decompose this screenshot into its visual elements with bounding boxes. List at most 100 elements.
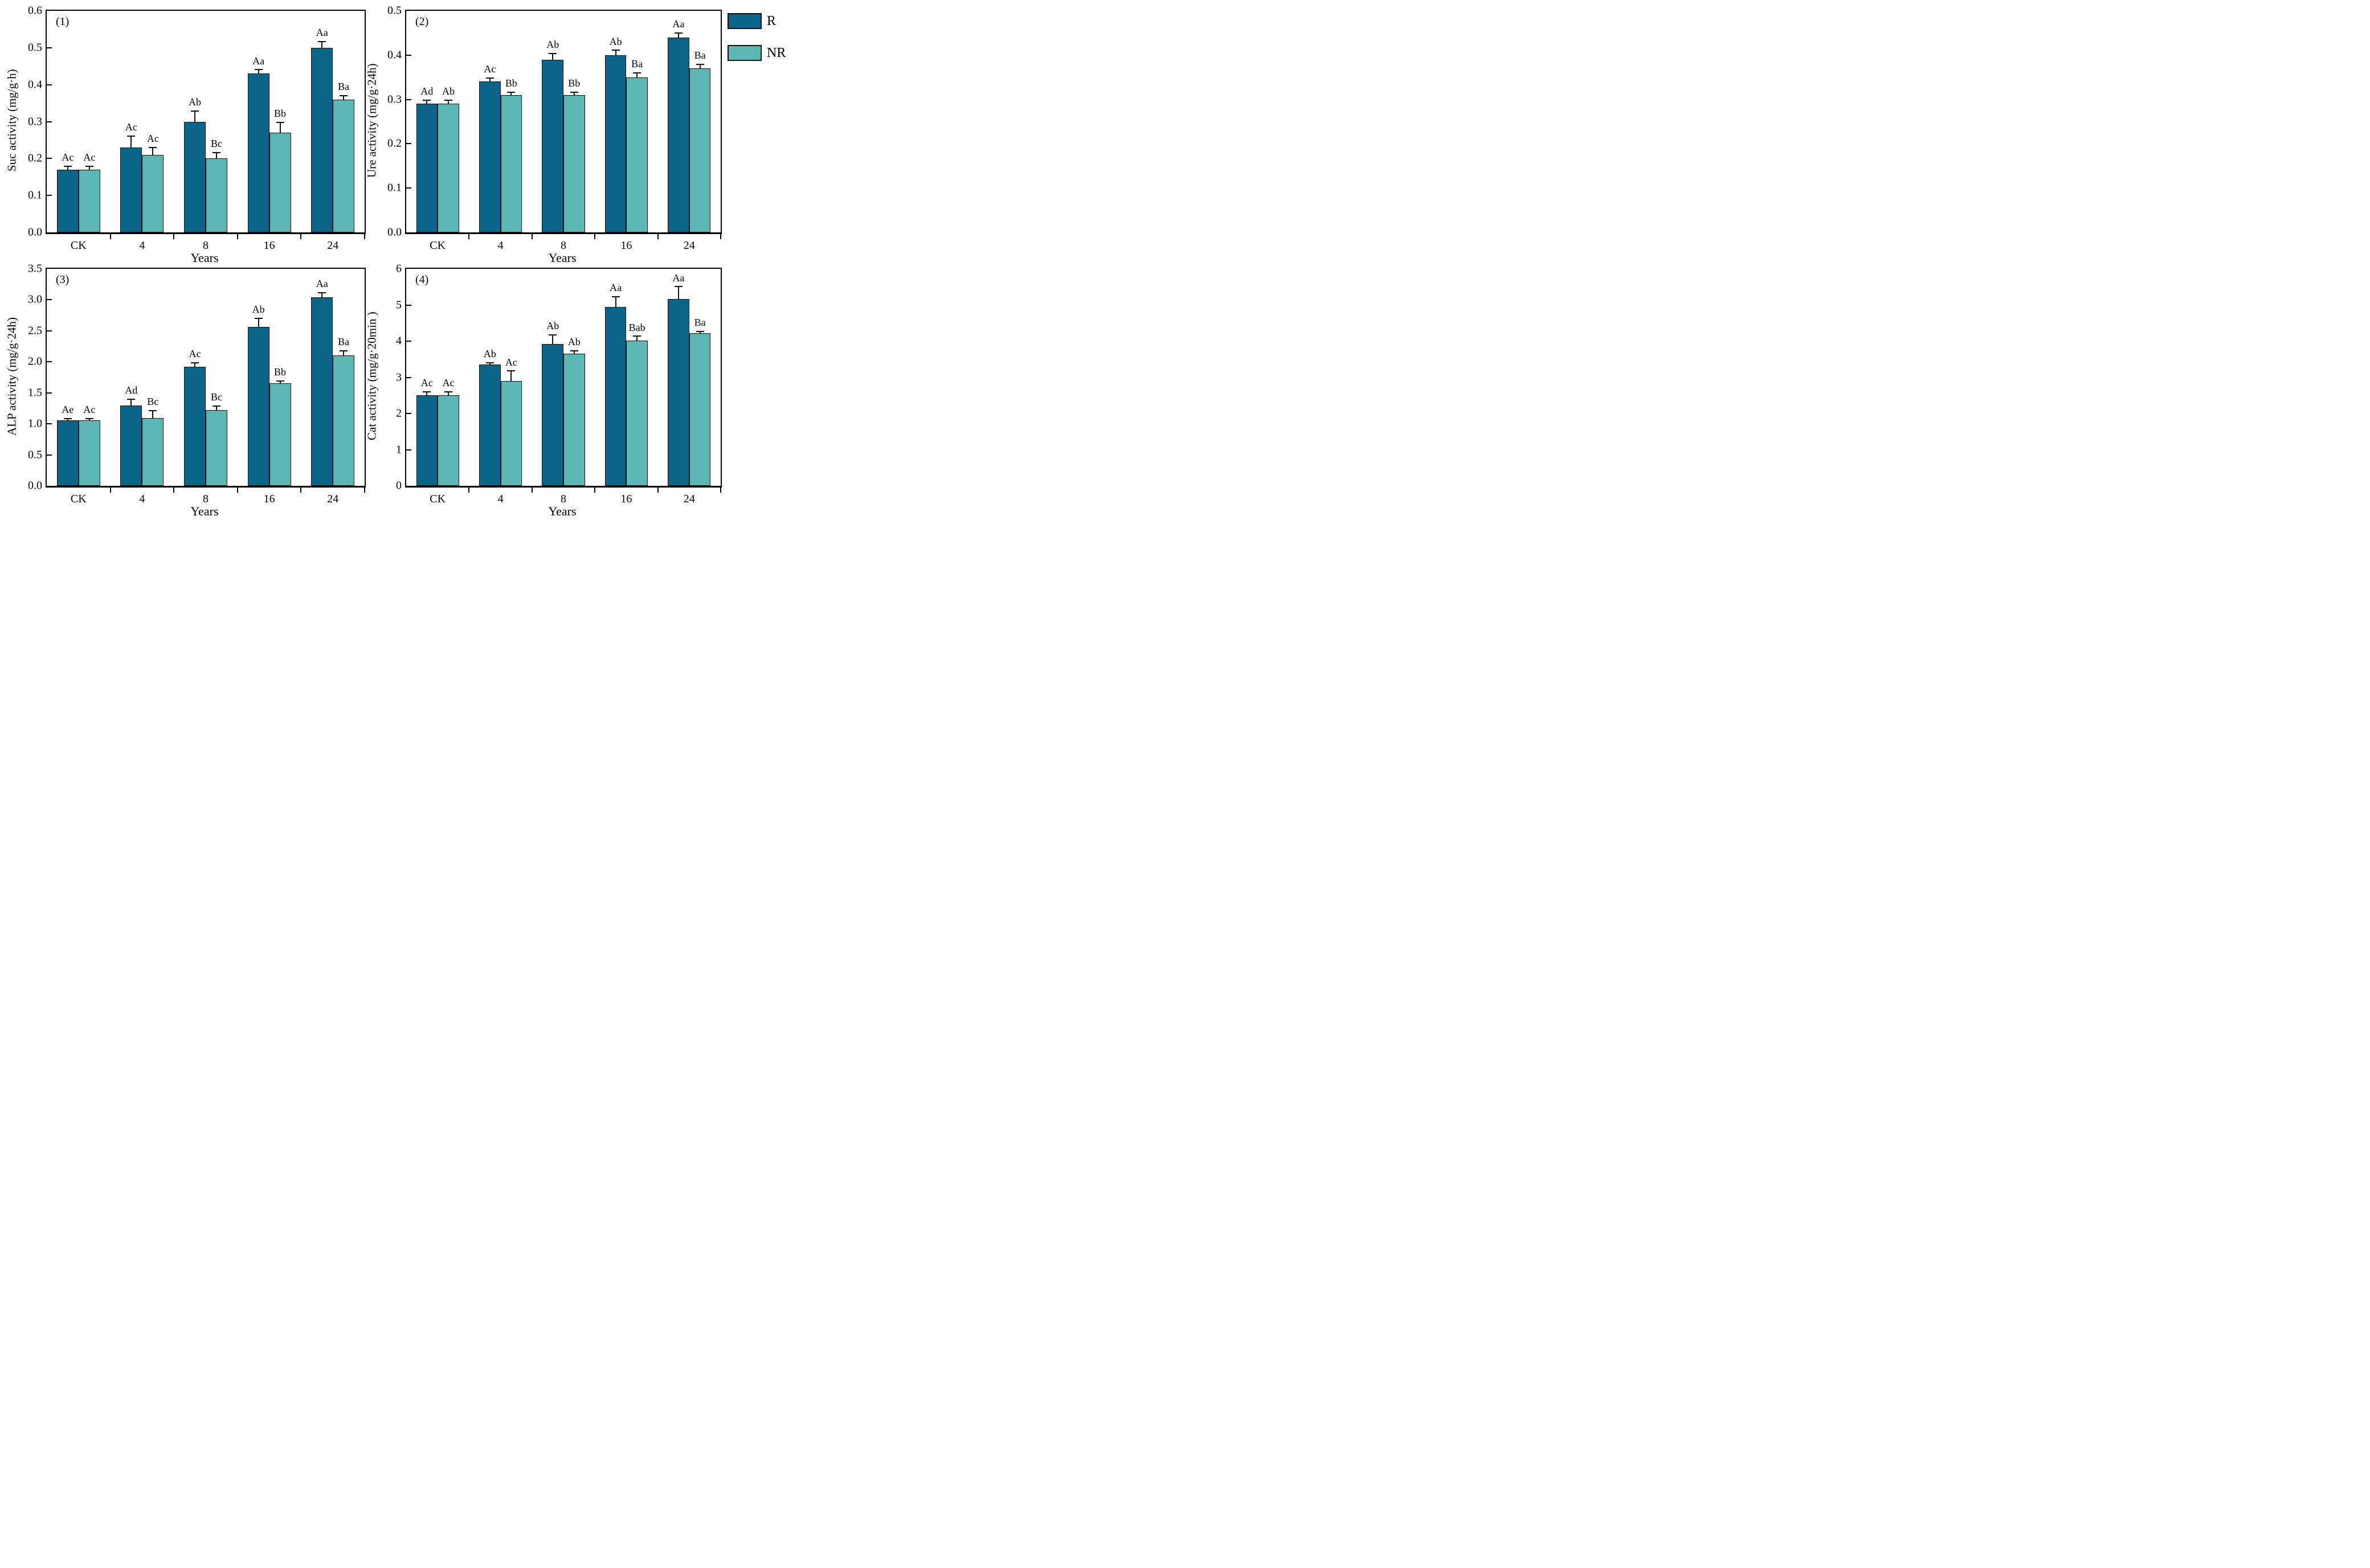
x-tick [109, 488, 111, 493]
y-tick-label: 0.1 [387, 181, 402, 194]
bar-NR-24 [333, 99, 355, 232]
significance-label: Ba [694, 317, 706, 329]
y-tick-label: 2.0 [28, 355, 42, 368]
bar-NR-4 [142, 154, 164, 232]
error-bar-cap [318, 41, 326, 43]
x-category-label: 24 [327, 239, 339, 252]
y-tick [47, 47, 52, 48]
error-bar-cap [549, 52, 557, 54]
error-bar-cap [127, 398, 136, 400]
x-tick [594, 234, 596, 239]
y-tick-label: 3.0 [28, 293, 42, 306]
bar-R-8 [542, 59, 563, 232]
x-tick [236, 488, 238, 493]
bar-R-16 [604, 55, 627, 232]
error-bar-whisker [426, 391, 428, 396]
significance-label: Bb [505, 77, 517, 89]
y-tick-label: 0.3 [387, 93, 402, 106]
error-bar-whisker [67, 166, 68, 170]
significance-label: Aa [672, 272, 685, 284]
bar-NR-CK [78, 169, 100, 232]
bar-R-CK [56, 169, 79, 232]
error-bar-whisker [258, 69, 259, 74]
y-tick-label: 0.5 [387, 4, 402, 17]
x-tick [364, 488, 365, 493]
bar-NR-16 [269, 383, 291, 486]
significance-label: Aa [316, 27, 328, 39]
bar-NR-24 [689, 68, 711, 232]
x-category-label: 8 [203, 493, 209, 505]
error-bar-cap [63, 166, 72, 167]
legend-swatch-NR [728, 45, 762, 61]
y-tick [47, 84, 52, 85]
y-tick [47, 158, 52, 159]
x-tick [531, 488, 533, 493]
error-bar-cap [212, 405, 220, 407]
x-axis-label: Years [190, 504, 219, 518]
bar-NR-8 [206, 410, 227, 486]
y-tick-label: 0.2 [387, 137, 402, 150]
legend-label-NR: NR [767, 46, 786, 60]
y-tick-label: 0.3 [28, 115, 42, 128]
x-tick [300, 234, 302, 239]
error-bar-whisker [152, 147, 154, 155]
x-category-label: 24 [683, 493, 695, 505]
error-bar-whisker [194, 110, 196, 122]
bar-R-8 [542, 344, 563, 486]
y-tick-label: 0.1 [28, 189, 42, 202]
x-tick [468, 488, 470, 493]
x-axis-label: Years [548, 504, 577, 518]
significance-label: Bb [274, 366, 287, 378]
error-bar-whisker [552, 52, 554, 60]
plot-area-panel-4: (4) 0 1 2 3 4 5 6 CK 4 8 16 24 Ac Ab Ab Aa Aa Ac Ac Ab Bab Ba [396, 263, 722, 505]
bar-NR-16 [269, 132, 291, 232]
bar-R-4 [479, 365, 501, 486]
x-axis-label: Years [190, 251, 219, 265]
significance-label: Ba [338, 80, 350, 92]
y-tick [406, 449, 411, 451]
panel-index: (1) [56, 15, 70, 28]
significance-label: Bb [274, 107, 287, 119]
error-bar-whisker [699, 63, 701, 69]
significance-label: Ab [189, 96, 202, 108]
significance-label: Bb [568, 77, 581, 89]
significance-label: Ac [146, 133, 159, 145]
x-tick [173, 234, 175, 239]
x-tick [300, 488, 302, 493]
error-bar-cap [340, 95, 348, 96]
error-bar-cap [611, 296, 620, 297]
error-bar-cap [507, 92, 516, 93]
x-category-label: CK [430, 493, 446, 505]
significance-label: Ad [125, 384, 138, 396]
bar-NR-4 [142, 418, 164, 486]
bar-R-8 [184, 367, 206, 486]
significance-label: Aa [610, 281, 622, 293]
error-bar-cap [254, 69, 263, 71]
y-tick [406, 187, 411, 189]
panel-index: (3) [56, 273, 70, 286]
significance-label: Ad [420, 85, 434, 97]
legend-swatch-R [728, 13, 762, 29]
y-tick-label: 0.0 [28, 479, 42, 492]
error-bar-whisker [279, 121, 281, 133]
significance-label: Ab [442, 85, 455, 97]
y-tick-label: 0.5 [28, 448, 42, 461]
error-bar-cap [507, 370, 516, 372]
error-bar-whisker [636, 72, 638, 77]
x-tick [236, 234, 238, 239]
error-bar-cap [444, 99, 452, 101]
error-bar-whisker [510, 370, 512, 381]
x-category-label: 24 [327, 493, 339, 505]
bar-R-4 [479, 81, 501, 232]
error-bar-whisker [573, 92, 575, 95]
x-tick [173, 488, 175, 493]
x-category-label: 8 [561, 493, 566, 505]
error-bar-cap [85, 166, 93, 167]
panel-index: (4) [415, 273, 429, 286]
error-bar-cap [696, 63, 704, 65]
bar-NR-4 [500, 380, 522, 486]
y-tick [47, 361, 52, 363]
error-bar-cap [570, 350, 578, 351]
bar-R-CK [416, 104, 438, 232]
error-bar-whisker [130, 135, 132, 148]
